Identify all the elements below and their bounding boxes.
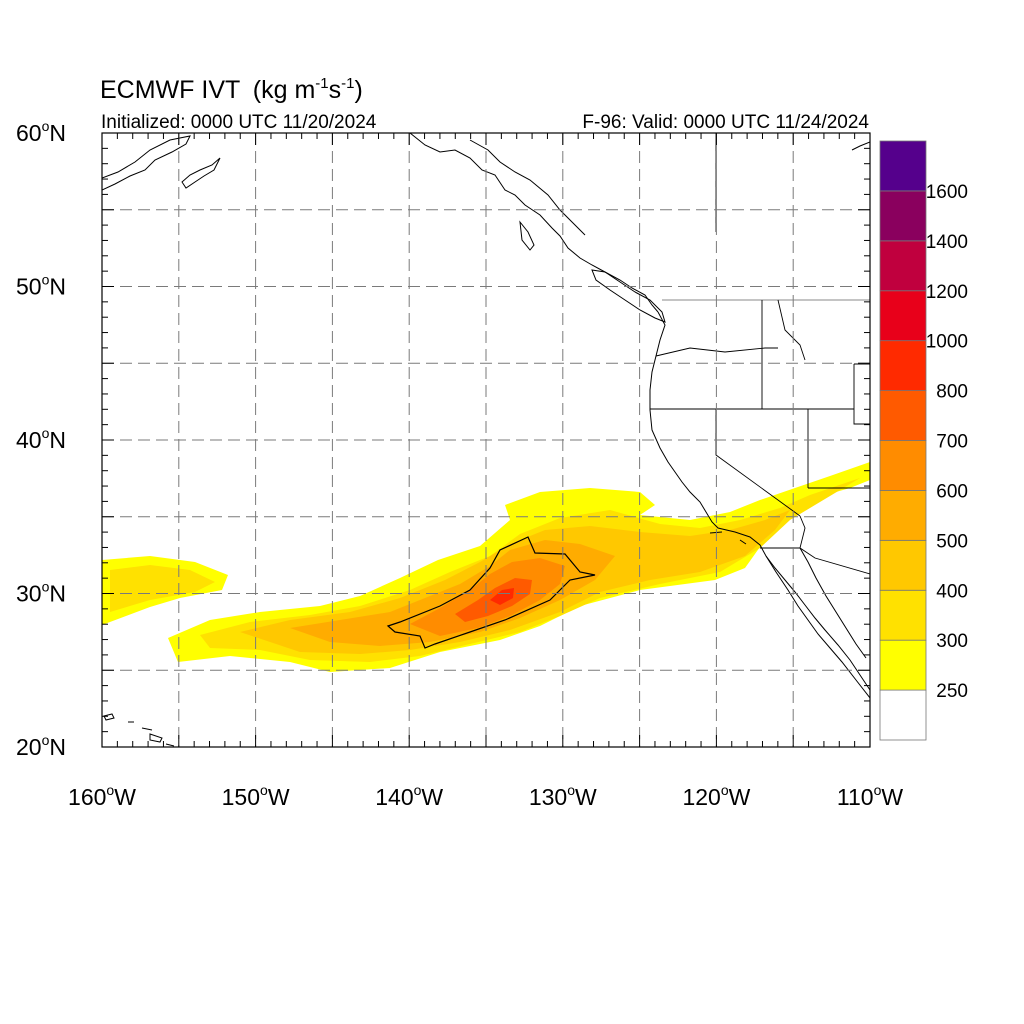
coast-alaska-peninsula <box>102 135 191 191</box>
lat-tick-label: 40oN <box>16 425 66 453</box>
colorbar-box <box>879 490 927 541</box>
colorbar-box <box>879 539 927 591</box>
lon-tick-label: 120oW <box>682 782 750 810</box>
coast-kodiak <box>181 157 221 189</box>
lon-tick-label: 130oW <box>529 782 597 810</box>
axis-ticks <box>101 132 871 748</box>
lat-tick-label: 30oN <box>16 579 66 607</box>
ivt-contour-800 <box>490 588 514 605</box>
colorbar-box <box>879 290 927 342</box>
colorbar-box <box>879 340 927 391</box>
colorbar-level-label: 800 <box>936 382 968 403</box>
title-units-exp1: -1 <box>315 75 328 92</box>
border-us-mexico <box>760 547 870 575</box>
colorbar-box <box>879 689 927 741</box>
ivt-outline-500 <box>386 536 596 649</box>
colorbar-level-label: 1600 <box>926 182 968 203</box>
coast-hawaii <box>103 713 175 747</box>
colorbar-level-label: 400 <box>936 581 968 602</box>
coast-northeast-pacific <box>851 141 870 151</box>
lat-tick-label: 60oN <box>16 118 66 146</box>
lon-tick-label: 140oW <box>375 782 443 810</box>
colorbar-level-label: 300 <box>936 631 968 652</box>
graticule <box>102 133 870 747</box>
colorbar-box <box>879 390 927 441</box>
border-wy <box>853 363 870 425</box>
coast-baja <box>765 555 870 699</box>
colorbar-level-label: 600 <box>936 481 968 502</box>
colorbar-box <box>879 639 927 691</box>
colorbar-box <box>879 589 927 641</box>
coast-vancouver-island <box>591 269 666 323</box>
coast-gulf-california <box>799 547 867 659</box>
colorbar-box <box>879 140 927 192</box>
title-model: ECMWF IVT <box>100 76 240 104</box>
lat-tick-label: 20oN <box>16 732 66 760</box>
valid-label: F-96: Valid: 0000 UTC 11/24/2024 <box>582 112 869 133</box>
map-area <box>102 133 870 747</box>
colorbar: 250 300 400 500 600 700 800 1000 1200 1400 1600 <box>879 140 968 741</box>
border-mt-id <box>777 299 806 361</box>
coast-pacific-northwest <box>649 311 870 691</box>
lat-tick-label: 50oN <box>16 272 66 300</box>
colorbar-level-label: 500 <box>936 531 968 552</box>
title-units-exp2: -1 <box>341 75 354 92</box>
colorbar-level-label: 1400 <box>926 232 968 253</box>
title-units-mid: s <box>329 76 342 104</box>
coastlines <box>102 133 870 747</box>
initialized-label: Initialized: 0000 UTC 11/20/2024 <box>101 112 377 133</box>
coast-haida-gwaii <box>519 220 535 251</box>
colorbar-level-label: 1000 <box>926 332 968 353</box>
lon-tick-label: 160oW <box>68 782 136 810</box>
border-wa-or <box>655 347 778 357</box>
title-units-close: ) <box>354 76 362 104</box>
lon-tick-label: 110oW <box>837 782 903 810</box>
colorbar-box <box>879 240 927 292</box>
axis-tick-labels: 160oW 150oW 140oW 130oW 120oW 110oW 60oN 50oN 40… <box>16 118 903 810</box>
coast-se-alaska-inner <box>469 139 586 236</box>
coast-se-alaska <box>409 133 659 313</box>
colorbar-level-label: 1200 <box>926 282 968 303</box>
colorbar-level-label: 700 <box>936 432 968 453</box>
colorbar-level-label: 250 <box>936 681 968 702</box>
title-units-open: (kg m <box>253 76 316 104</box>
map-title: ECMWF IVT (kg m-1s-1) <box>100 75 363 104</box>
lon-tick-label: 150oW <box>222 782 290 810</box>
colorbar-box <box>879 190 927 242</box>
colorbar-box <box>879 440 927 491</box>
border-colorado-river <box>799 515 806 549</box>
